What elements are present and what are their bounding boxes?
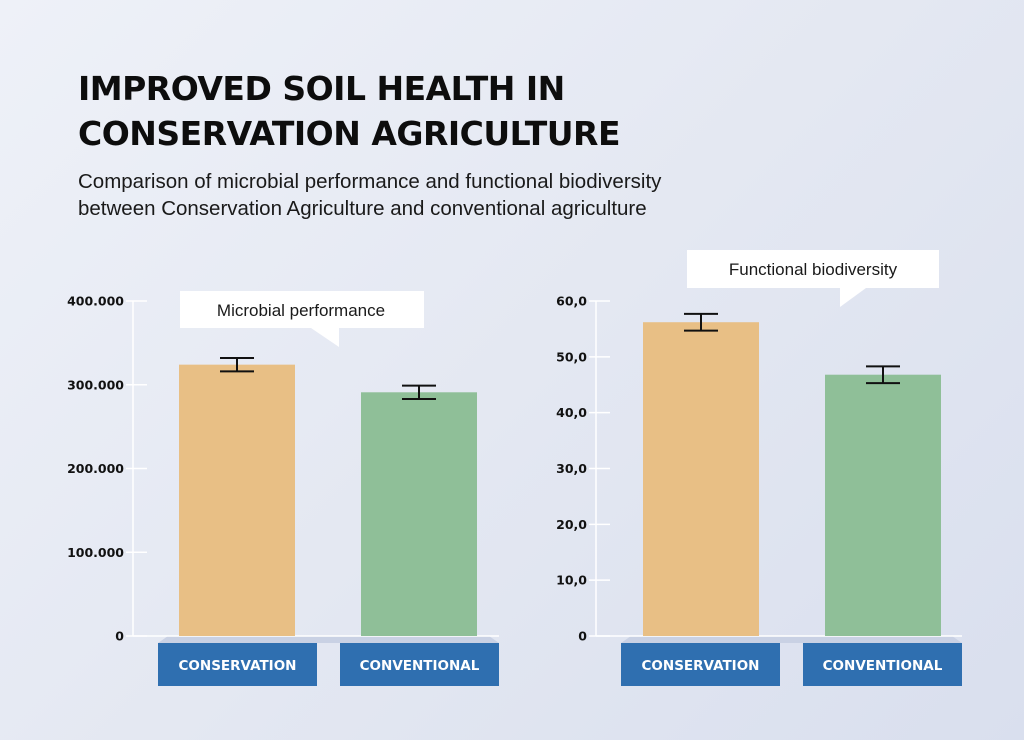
page-subtitle: Comparison of microbial performance and …	[78, 168, 798, 222]
chart1-chart-title: Microbial performance	[217, 301, 385, 320]
page-title: IMPROVED SOIL HEALTH IN CONSERVATION AGR…	[78, 66, 778, 156]
chart1-y-tick-label: 0	[115, 629, 124, 644]
chart1-category-box	[340, 643, 499, 686]
chart1-y-tick-label: 400.000	[67, 294, 124, 309]
chart2-y-tick-label: 30,0	[556, 461, 587, 476]
chart2-baseline-platform	[621, 636, 962, 643]
chart2-category-box	[803, 643, 962, 686]
chart2-y-tick-label: 0	[578, 629, 587, 644]
chart1-bar-conventional	[361, 392, 477, 636]
chart1-category-label: CONSERVATION	[179, 658, 297, 674]
chart2-category-box	[621, 643, 780, 686]
chart2-category-label: CONVENTIONAL	[823, 658, 943, 674]
chart1-category-label: CONVENTIONAL	[360, 658, 480, 674]
chart2-callout-pointer	[840, 288, 866, 307]
chart1-y-tick-label: 100.000	[67, 545, 124, 560]
chart2-y-tick-label: 20,0	[556, 517, 587, 532]
chart2-bar-conservation	[643, 322, 759, 636]
chart1-category-box	[158, 643, 317, 686]
chart1-y-tick-label: 300.000	[67, 377, 124, 392]
chart2-y-tick-label: 60,0	[556, 294, 587, 309]
title-line-2: CONSERVATION AGRICULTURE	[78, 114, 621, 153]
chart1-callout-box	[180, 291, 424, 328]
chart1-callout-pointer	[311, 328, 339, 347]
subtitle-line-2: between Conservation Agriculture and con…	[78, 197, 647, 220]
title-line-1: IMPROVED SOIL HEALTH IN	[78, 69, 565, 108]
chart2-category-label: CONSERVATION	[642, 658, 760, 674]
chart2-chart-title: Functional biodiversity	[729, 260, 898, 279]
chart1-y-tick-label: 200.000	[67, 461, 124, 476]
chart1-baseline-platform	[158, 636, 499, 643]
chart2-y-tick-label: 10,0	[556, 573, 587, 588]
chart1-bar-conservation	[179, 364, 295, 636]
chart2-bar-conventional	[825, 374, 941, 636]
chart2-y-tick-label: 50,0	[556, 349, 587, 364]
subtitle-line-1: Comparison of microbial performance and …	[78, 170, 662, 193]
chart2-callout-box	[687, 250, 939, 288]
chart2-y-tick-label: 40,0	[556, 405, 587, 420]
